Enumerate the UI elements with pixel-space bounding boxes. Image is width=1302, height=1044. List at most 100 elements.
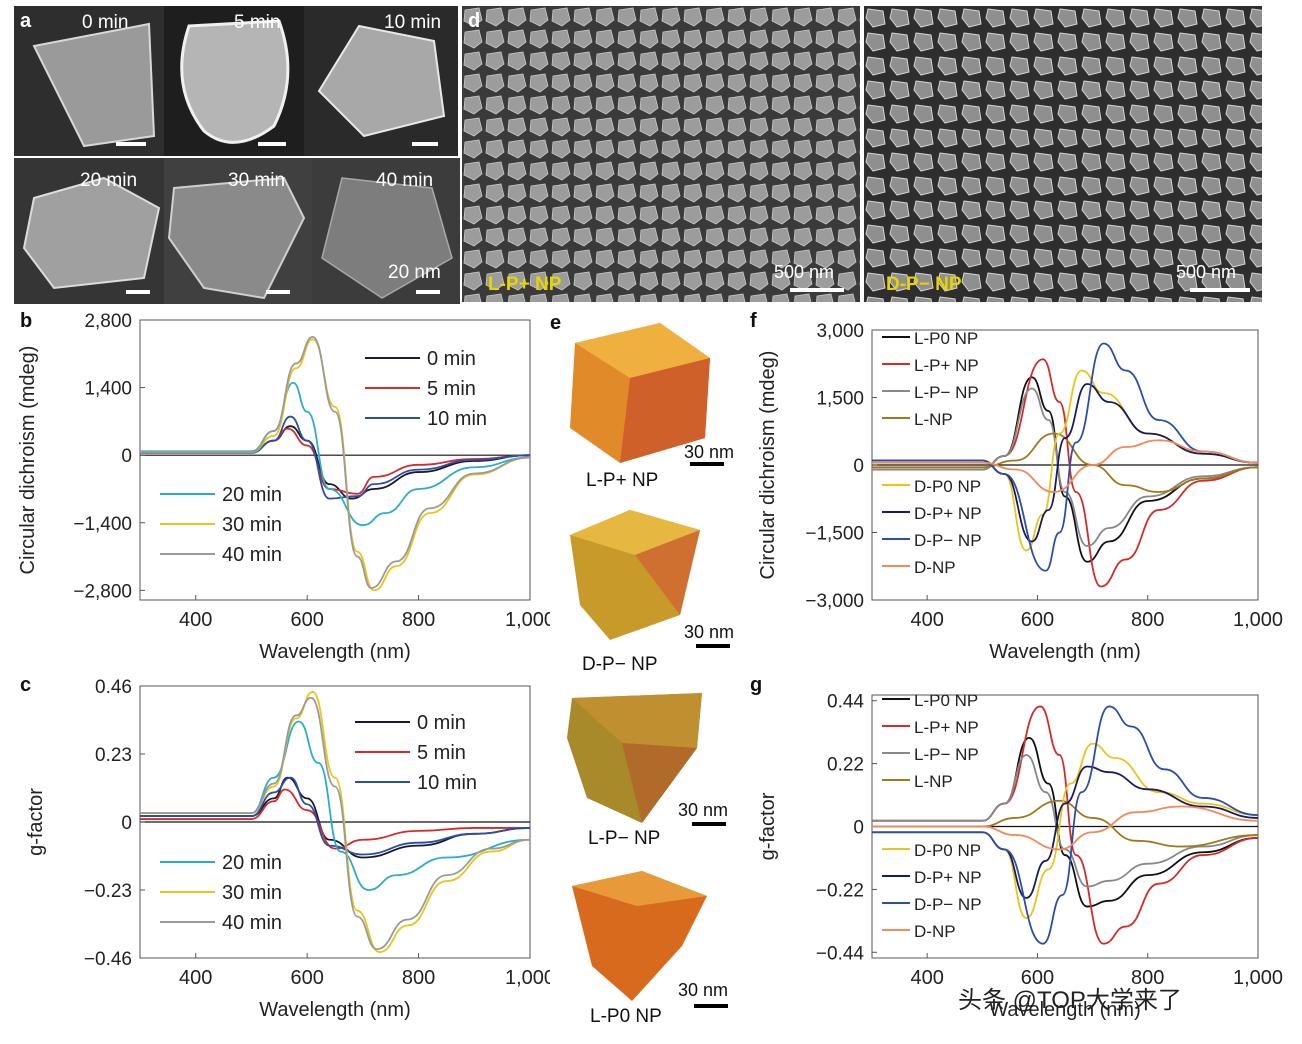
x-tick-label: 1,000: [505, 609, 550, 631]
time-label: 10 min: [384, 12, 442, 33]
y-tick-label: 0: [121, 446, 132, 467]
x-tick-label: 1,000: [1233, 609, 1283, 631]
panel-label-f: f: [750, 310, 757, 332]
tem-5min: 5 min: [164, 6, 304, 156]
legend-label: D-P− NP: [914, 531, 982, 550]
series-line: [872, 387, 1259, 547]
legend-label: 0 min: [417, 712, 466, 734]
legend-label: L-NP: [914, 410, 953, 429]
y-tick-label: 0: [121, 813, 132, 834]
scale-label: 500 nm: [1176, 262, 1237, 282]
plot-frame: [139, 319, 531, 601]
legend-label: 0 min: [427, 348, 476, 370]
y-axis-label: Circular dichroism (mdeg): [757, 351, 779, 580]
scale-bar: [696, 644, 730, 648]
tem-20min: 20 min: [14, 158, 164, 304]
time-label: 0 min: [82, 12, 129, 33]
scale-label: 20 nm: [388, 262, 441, 283]
x-tick-label: 400: [179, 609, 212, 631]
x-tick-label: 1,000: [1233, 967, 1283, 989]
chart-f: 400 600 800 1,000 3,000 1,500 0 −1,500 −3,000 Wav…: [757, 321, 1283, 663]
scale-bar: [790, 288, 844, 292]
series-line: [872, 805, 1259, 851]
nanoparticle-shape: [32, 22, 156, 148]
series-line: [872, 705, 1259, 945]
scale-bar: [692, 822, 726, 826]
tem-30min: 30 min: [164, 158, 312, 304]
legend-label: L-P+ NP: [914, 356, 979, 375]
y-axis-label: g-factor: [757, 792, 779, 860]
np-label-lp-zero: L-P0 NP: [590, 1006, 662, 1027]
watermark: 头条 @TOP大学来了: [958, 987, 1182, 1014]
legend-label: 5 min: [417, 742, 466, 764]
render-lp-minus: [567, 693, 702, 823]
legend-label: 5 min: [427, 378, 476, 400]
y-tick-label: 0.23: [95, 745, 132, 766]
np-label-lp-minus: L-P− NP: [588, 828, 661, 849]
x-tick-label: 600: [1021, 609, 1054, 631]
scale-label: 30 nm: [678, 980, 729, 1000]
nanoparticle-shape: [167, 176, 306, 300]
scale-bar: [694, 1004, 728, 1008]
legend-label: 20 min: [222, 852, 282, 874]
series-line: [139, 335, 531, 589]
series-line: [140, 720, 531, 891]
scale-label: 30 nm: [678, 800, 729, 820]
y-tick-label: 0.44: [827, 692, 864, 713]
legend-label: L-P0 NP: [914, 691, 978, 710]
series-line: [139, 338, 531, 592]
legend-label: L-P− NP: [914, 745, 979, 764]
chart-b: 400 600 800 1,000 2,800 1,400 0 −1,400 −2,800 Wav…: [17, 311, 550, 663]
x-tick-label: 800: [1131, 609, 1164, 631]
panel-label-e: e: [550, 312, 562, 334]
legend-label: D-NP: [914, 558, 956, 577]
y-tick-label: 2,800: [84, 311, 132, 332]
panel-label-g: g: [750, 674, 763, 696]
y-tick-label: −0.22: [816, 880, 864, 901]
y-tick-label: 1,500: [816, 389, 864, 410]
y-tick-label: −0.23: [84, 881, 132, 902]
scale-bar: [690, 462, 724, 466]
panel-label-d: d: [468, 10, 481, 32]
series-line: [871, 439, 1259, 493]
y-tick-label: −2,800: [73, 581, 132, 602]
tem-10min: 10 min: [304, 6, 460, 156]
sem-texture: [864, 6, 1262, 302]
time-label: 5 min: [234, 12, 281, 33]
scale-bar: [126, 290, 150, 294]
scale-label: 30 nm: [684, 622, 735, 642]
x-tick-label: 400: [179, 967, 212, 989]
legend-label: D-P0 NP: [914, 477, 981, 496]
legend-label: 40 min: [222, 912, 282, 934]
series-line: [140, 691, 531, 953]
scale-bar: [416, 290, 440, 294]
legend-label: D-NP: [914, 922, 956, 941]
series-line: [140, 415, 531, 500]
y-tick-label: −0.46: [84, 949, 132, 970]
y-tick-label: −1,500: [805, 524, 864, 545]
scale-bar: [258, 142, 286, 146]
panel-label-a: a: [20, 10, 32, 32]
scale-bar: [412, 142, 438, 146]
tem-0min: 0 min: [14, 6, 164, 156]
nanoparticle-shape: [317, 24, 446, 138]
time-label: 30 min: [228, 170, 286, 191]
render-lp-plus: [570, 323, 710, 463]
np-label-dp-minus: D-P− NP: [582, 654, 658, 675]
tem-40min: 40 min 20 nm: [312, 158, 460, 304]
x-axis-label: Wavelength (nm): [259, 999, 411, 1021]
chart-g: 400 600 800 1,000 0.44 0.22 0 −0.22 −0.44 Wavelen…: [757, 691, 1283, 1021]
legend-label: L-P0 NP: [914, 329, 978, 348]
x-axis-label: Wavelength (nm): [989, 999, 1141, 1021]
series-line: [872, 342, 1259, 572]
nanoparticle-shape: [180, 19, 290, 144]
y-tick-label: −0.44: [816, 943, 865, 964]
scale-label: 500 nm: [774, 262, 835, 282]
x-tick-label: 600: [290, 967, 323, 989]
chart-c: 400 600 800 1,000 0.46 0.23 0 −0.23 −0.46 Wavelen…: [25, 677, 550, 1021]
render-dp-minus: [570, 510, 700, 640]
legend-label: D-P+ NP: [914, 504, 982, 523]
y-tick-label: 0: [853, 818, 864, 839]
x-tick-label: 600: [290, 609, 323, 631]
series-line: [872, 432, 1259, 493]
